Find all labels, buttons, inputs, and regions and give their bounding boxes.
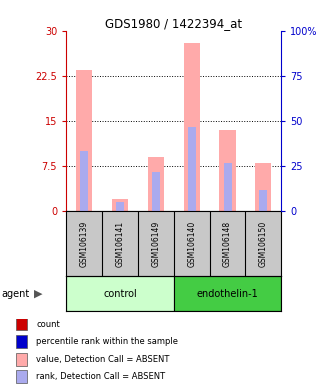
Bar	[116, 202, 124, 211]
Text: ▶: ▶	[34, 289, 42, 299]
Bar	[17, 370, 27, 383]
Bar	[255, 163, 271, 211]
Text: endothelin-1: endothelin-1	[197, 289, 259, 299]
Bar	[148, 157, 164, 211]
Bar	[17, 318, 27, 331]
Title: GDS1980 / 1422394_at: GDS1980 / 1422394_at	[105, 17, 242, 30]
Text: rank, Detection Call = ABSENT: rank, Detection Call = ABSENT	[36, 372, 165, 381]
Text: agent: agent	[2, 289, 30, 299]
Bar	[174, 276, 281, 311]
Bar	[223, 163, 232, 211]
Bar	[152, 172, 160, 211]
Text: percentile rank within the sample: percentile rank within the sample	[36, 337, 178, 346]
Bar	[219, 130, 236, 211]
Bar	[260, 190, 267, 211]
Bar	[188, 127, 196, 211]
Bar	[76, 70, 92, 211]
Bar	[112, 199, 128, 211]
Text: count: count	[36, 319, 60, 329]
Text: value, Detection Call = ABSENT: value, Detection Call = ABSENT	[36, 355, 169, 364]
Text: GSM106149: GSM106149	[151, 221, 160, 267]
Text: GSM106141: GSM106141	[116, 221, 124, 267]
Bar	[80, 151, 88, 211]
Text: GSM106139: GSM106139	[80, 221, 89, 267]
Text: GSM106150: GSM106150	[259, 221, 268, 267]
Bar	[17, 335, 27, 348]
Text: control: control	[103, 289, 137, 299]
Text: GSM106140: GSM106140	[187, 221, 196, 267]
Bar	[17, 353, 27, 366]
Bar	[66, 276, 174, 311]
Text: GSM106148: GSM106148	[223, 221, 232, 267]
Bar	[184, 43, 200, 211]
